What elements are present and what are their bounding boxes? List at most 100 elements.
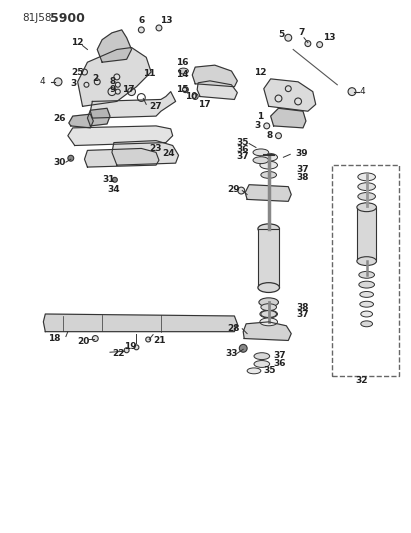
Polygon shape [197, 81, 237, 100]
Ellipse shape [360, 292, 374, 297]
Text: 29: 29 [228, 185, 240, 194]
Text: 37: 37 [274, 351, 286, 360]
Circle shape [114, 74, 120, 80]
Text: 17: 17 [198, 100, 211, 109]
Text: 21: 21 [153, 336, 166, 345]
Text: 5: 5 [279, 30, 285, 39]
Circle shape [275, 133, 282, 139]
Ellipse shape [261, 311, 277, 318]
Circle shape [264, 123, 270, 129]
Circle shape [285, 34, 292, 41]
Ellipse shape [361, 311, 372, 317]
Text: 3: 3 [71, 79, 77, 88]
Text: 16: 16 [175, 58, 188, 67]
Circle shape [239, 344, 247, 352]
Circle shape [238, 187, 245, 194]
Polygon shape [264, 79, 316, 111]
Text: 9: 9 [110, 85, 116, 94]
Circle shape [348, 88, 356, 95]
Text: 5900: 5900 [50, 12, 85, 25]
Ellipse shape [358, 173, 376, 181]
Ellipse shape [260, 310, 277, 318]
Polygon shape [68, 126, 173, 146]
Text: 3: 3 [254, 122, 260, 131]
Text: 35: 35 [264, 366, 276, 375]
Text: 14: 14 [175, 70, 188, 79]
Polygon shape [97, 30, 132, 62]
Ellipse shape [260, 154, 277, 161]
Text: 37: 37 [296, 310, 309, 319]
Ellipse shape [358, 192, 376, 200]
Text: 38: 38 [296, 303, 309, 312]
Circle shape [124, 348, 129, 353]
Circle shape [295, 98, 302, 105]
Circle shape [156, 25, 162, 31]
Ellipse shape [247, 368, 261, 374]
Text: 25: 25 [71, 68, 83, 77]
Text: 10: 10 [185, 92, 198, 101]
Ellipse shape [261, 304, 277, 311]
Polygon shape [69, 114, 93, 128]
Text: 33: 33 [226, 349, 238, 358]
Polygon shape [271, 108, 306, 128]
Text: 30: 30 [53, 158, 65, 167]
Text: 8: 8 [267, 131, 273, 140]
Ellipse shape [253, 149, 269, 156]
Polygon shape [90, 92, 175, 118]
Text: 35: 35 [236, 138, 249, 147]
Ellipse shape [260, 161, 277, 169]
Ellipse shape [260, 318, 277, 326]
Polygon shape [112, 141, 178, 165]
Text: 4: 4 [360, 87, 365, 96]
Ellipse shape [360, 203, 374, 209]
Ellipse shape [358, 183, 376, 191]
Circle shape [285, 86, 291, 92]
Text: 15: 15 [175, 85, 188, 94]
Polygon shape [78, 47, 151, 106]
Text: 18: 18 [48, 334, 61, 343]
Circle shape [94, 79, 100, 85]
Text: 23: 23 [149, 144, 162, 153]
Ellipse shape [357, 257, 376, 265]
Text: 31: 31 [102, 175, 115, 184]
Polygon shape [243, 322, 291, 341]
Text: 12: 12 [254, 68, 266, 77]
Text: 13: 13 [323, 33, 335, 42]
Circle shape [146, 337, 151, 342]
Circle shape [317, 42, 323, 47]
Ellipse shape [361, 321, 372, 327]
Circle shape [134, 345, 139, 350]
Text: 7: 7 [298, 28, 305, 37]
Polygon shape [192, 65, 237, 87]
Circle shape [92, 336, 98, 342]
Ellipse shape [178, 68, 188, 74]
Text: 36: 36 [236, 145, 249, 154]
Text: 19: 19 [124, 342, 136, 351]
Circle shape [113, 177, 117, 182]
Circle shape [115, 82, 120, 87]
Text: 24: 24 [162, 149, 175, 158]
Ellipse shape [258, 282, 279, 293]
Polygon shape [43, 314, 237, 332]
Ellipse shape [261, 172, 277, 179]
Text: 26: 26 [53, 114, 66, 123]
Circle shape [68, 155, 74, 161]
Ellipse shape [254, 353, 270, 360]
Bar [258, 229, 279, 288]
Ellipse shape [360, 301, 374, 307]
Text: 11: 11 [143, 69, 156, 77]
Text: 37: 37 [296, 166, 309, 174]
Circle shape [115, 89, 120, 94]
Ellipse shape [357, 203, 376, 212]
Circle shape [108, 88, 116, 95]
Circle shape [127, 88, 136, 95]
Bar [357, 207, 376, 261]
Ellipse shape [259, 298, 279, 306]
Text: 6: 6 [139, 15, 145, 25]
Text: 20: 20 [78, 337, 90, 346]
Ellipse shape [254, 360, 270, 367]
Text: 27: 27 [149, 102, 162, 111]
Text: 1: 1 [257, 111, 263, 120]
Bar [332, 165, 399, 376]
Text: 22: 22 [112, 349, 125, 358]
